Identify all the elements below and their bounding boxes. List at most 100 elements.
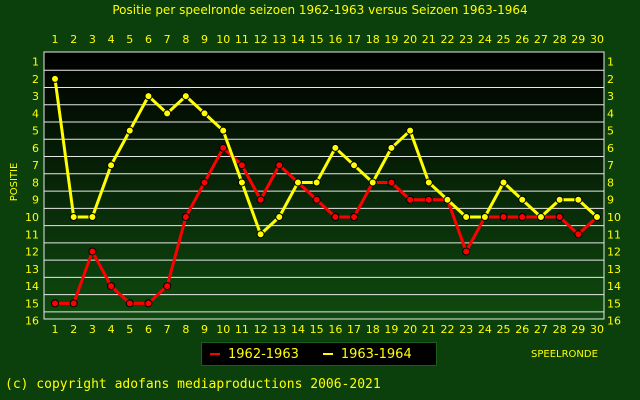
data-point-1963-1964 (480, 213, 489, 221)
x-tick-label-top: 17 (347, 33, 361, 46)
y-tick-label-left: 10 (25, 211, 39, 224)
data-point-1962-1963 (163, 282, 172, 291)
plot-border (43, 51, 605, 320)
data-point-1962-1963 (312, 195, 321, 204)
legend-label-1963-1964: 1963-1964 (340, 346, 412, 362)
x-tick-label-top: 2 (70, 33, 77, 46)
legend-item-1962-1963: 1962-1963 (208, 347, 299, 362)
data-point-1963-1964 (256, 230, 265, 239)
x-tick-label-top: 12 (254, 33, 268, 46)
x-tick-label-bottom: 10 (216, 323, 230, 336)
x-tick-label-top: 27 (534, 33, 548, 46)
x-tick-label-top: 29 (571, 33, 585, 46)
legend-label-1962-1963: 1962-1963 (228, 346, 299, 362)
data-point-1962-1963 (181, 213, 190, 221)
data-point-1962-1963 (555, 213, 564, 221)
x-tick-label-top: 13 (272, 33, 286, 46)
data-point-1962-1963 (275, 161, 284, 170)
chart-title: Positie per speelronde seizoen 1962-1963… (112, 3, 528, 17)
legend: 1962-1963 1963-1964 (201, 342, 437, 366)
x-tick-label-top: 23 (459, 33, 473, 46)
x-tick-label-bottom: 9 (201, 323, 208, 336)
x-axis-label: SPEELRONDE (531, 349, 598, 360)
data-point-1962-1963 (462, 247, 471, 256)
y-tick-label-left: 16 (25, 315, 39, 328)
data-point-1963-1964 (237, 178, 246, 187)
data-point-1963-1964 (200, 109, 209, 118)
x-tick-label-bottom: 11 (235, 323, 249, 336)
y-tick-label-left: 6 (32, 142, 39, 155)
x-tick-label-bottom: 21 (422, 323, 436, 336)
x-tick-label-top: 21 (422, 33, 436, 46)
data-point-1962-1963 (219, 143, 228, 152)
y-tick-label-left: 5 (32, 125, 39, 138)
x-tick-label-bottom: 22 (440, 323, 454, 336)
data-point-1962-1963 (144, 299, 153, 308)
x-tick-label-top: 3 (89, 33, 96, 46)
y-tick-label-right: 1 (607, 56, 614, 69)
x-tick-label-bottom: 2 (70, 323, 77, 336)
data-point-1963-1964 (387, 143, 396, 152)
x-tick-label-bottom: 16 (328, 323, 342, 336)
data-point-1962-1963 (125, 299, 134, 308)
x-tick-label-top: 9 (201, 33, 208, 46)
data-point-1963-1964 (350, 161, 359, 170)
x-tick-label-bottom: 20 (403, 323, 417, 336)
x-tick-label-bottom: 14 (291, 323, 305, 336)
y-tick-label-left: 13 (25, 263, 39, 276)
y-tick-label-right: 16 (607, 315, 621, 328)
y-tick-label-left: 9 (32, 194, 39, 207)
y-tick-label-right: 2 (607, 73, 614, 86)
x-tick-label-bottom: 12 (254, 323, 268, 336)
x-tick-label-top: 18 (366, 33, 380, 46)
data-point-1963-1964 (518, 195, 527, 204)
y-tick-label-right: 14 (607, 280, 621, 293)
data-point-1962-1963 (107, 282, 116, 291)
x-tick-label-bottom: 7 (164, 323, 171, 336)
data-point-1962-1963 (256, 195, 265, 204)
x-tick-label-bottom: 5 (126, 323, 133, 336)
data-point-1963-1964 (406, 126, 415, 135)
x-tick-labels-top: 1 2 3 4 5 6 7 8 9 10 11 12 13 14 15 16 17 18 19 20 21 22 23 24 2… (52, 33, 605, 46)
data-point-1963-1964 (331, 143, 340, 152)
x-tick-label-top: 10 (216, 33, 230, 46)
y-tick-label-left: 11 (25, 228, 39, 241)
x-tick-label-bottom: 17 (347, 323, 361, 336)
data-point-1963-1964 (163, 109, 172, 118)
x-tick-label-bottom: 3 (89, 323, 96, 336)
data-point-1963-1964 (555, 195, 564, 204)
y-tick-label-right: 15 (607, 297, 621, 310)
plot-area (44, 52, 604, 319)
y-tick-label-left: 8 (32, 176, 39, 189)
legend-item-1963-1964: 1963-1964 (321, 347, 412, 362)
data-point-1963-1964 (69, 213, 78, 221)
y-tick-label-right: 8 (607, 176, 614, 189)
x-tick-label-bottom: 27 (534, 323, 548, 336)
y-tick-label-right: 7 (607, 159, 614, 172)
x-tick-label-top: 22 (440, 33, 454, 46)
y-tick-label-left: 4 (32, 107, 39, 120)
x-tick-label-top: 11 (235, 33, 249, 46)
y-tick-label-left: 2 (32, 73, 39, 86)
data-point-1962-1963 (424, 195, 433, 204)
data-point-1962-1963 (350, 213, 359, 221)
x-tick-label-bottom: 29 (571, 323, 585, 336)
x-tick-label-top: 4 (108, 33, 115, 46)
data-point-1963-1964 (125, 126, 134, 135)
series-line-1963-1964 (53, 78, 599, 236)
x-tick-label-top: 16 (328, 33, 342, 46)
y-tick-label-right: 12 (607, 246, 621, 259)
data-point-1963-1964 (536, 213, 545, 221)
data-point-1962-1963 (406, 195, 415, 204)
data-point-1962-1963 (51, 299, 59, 308)
x-tick-label-bottom: 28 (553, 323, 567, 336)
x-tick-label-bottom: 8 (182, 323, 189, 336)
data-point-1963-1964 (424, 178, 433, 187)
x-tick-label-bottom: 23 (459, 323, 473, 336)
x-tick-label-top: 5 (126, 33, 133, 46)
x-tick-label-top: 20 (403, 33, 417, 46)
data-point-1963-1964 (574, 195, 583, 204)
